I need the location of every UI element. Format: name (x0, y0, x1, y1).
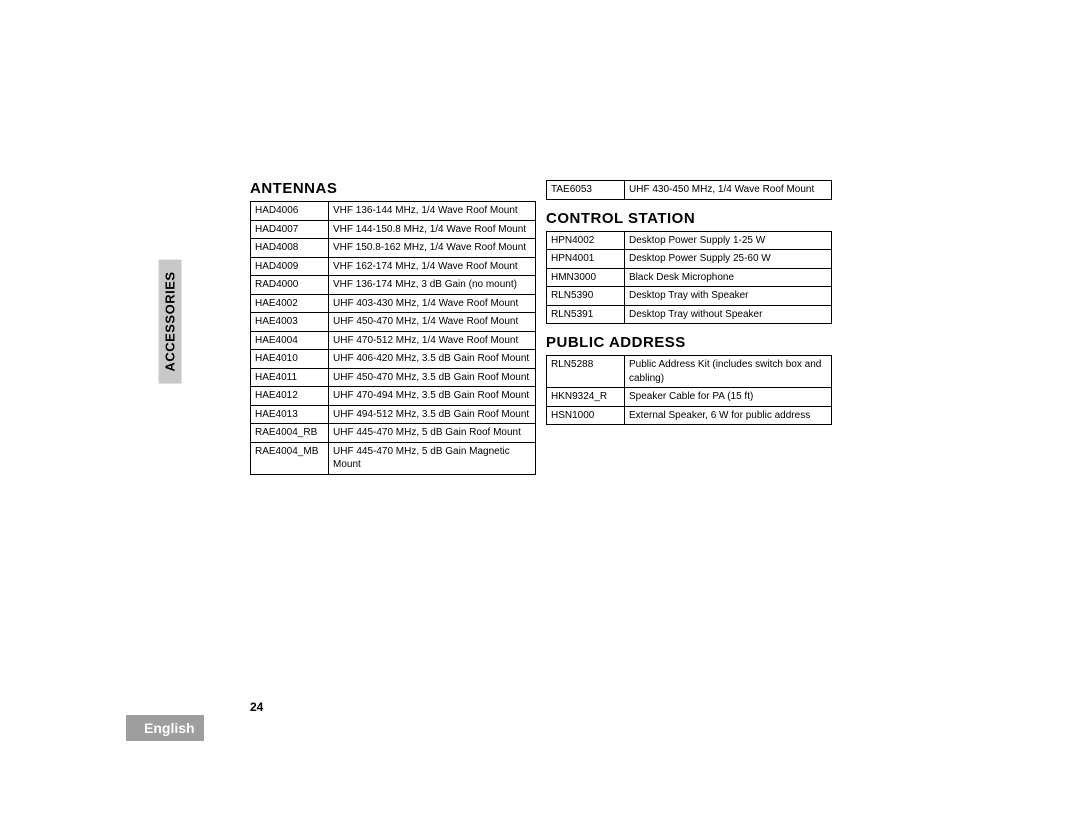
table-row: HKN9324_RSpeaker Cable for PA (15 ft) (547, 388, 832, 407)
table-row: RLN5288Public Address Kit (includes swit… (547, 356, 832, 388)
sidebar-tab-accessories: ACCESSORIES (159, 259, 182, 383)
table-row: HMN3000Black Desk Microphone (547, 268, 832, 287)
table-row: HPN4001Desktop Power Supply 25-60 W (547, 250, 832, 269)
table-row: HAD4009VHF 162-174 MHz, 1/4 Wave Roof Mo… (251, 257, 536, 276)
table-row: HAE4011UHF 450-470 MHz, 3.5 dB Gain Roof… (251, 368, 536, 387)
table-row: HAE4003UHF 450-470 MHz, 1/4 Wave Roof Mo… (251, 313, 536, 332)
section-title-public-address: PUBLIC ADDRESS (546, 334, 832, 351)
table-row: HAE4010UHF 406-420 MHz, 3.5 dB Gain Roof… (251, 350, 536, 369)
table-row: TAE6053UHF 430-450 MHz, 1/4 Wave Roof Mo… (547, 181, 832, 200)
table-row: HAD4008VHF 150.8-162 MHz, 1/4 Wave Roof … (251, 239, 536, 258)
column-left: ANTENNAS HAD4006VHF 136-144 MHz, 1/4 Wav… (250, 180, 536, 475)
table-row: HSN1000External Speaker, 6 W for public … (547, 406, 832, 425)
table-antennas: HAD4006VHF 136-144 MHz, 1/4 Wave Roof Mo… (250, 201, 536, 475)
page-number: 24 (250, 700, 263, 714)
table-control-station: HPN4002Desktop Power Supply 1-25 W HPN40… (546, 231, 832, 325)
language-tab: English (126, 715, 204, 741)
table-row: RAE4004_MBUHF 445-470 MHz, 5 dB Gain Mag… (251, 442, 536, 474)
table-row: RLN5391Desktop Tray without Speaker (547, 305, 832, 324)
table-row: HPN4002Desktop Power Supply 1-25 W (547, 231, 832, 250)
table-row: HAE4013UHF 494-512 MHz, 3.5 dB Gain Roof… (251, 405, 536, 424)
content-columns: ANTENNAS HAD4006VHF 136-144 MHz, 1/4 Wav… (250, 180, 832, 475)
table-row: RLN5390Desktop Tray with Speaker (547, 287, 832, 306)
table-row: HAE4002UHF 403-430 MHz, 1/4 Wave Roof Mo… (251, 294, 536, 313)
section-title-control-station: CONTROL STATION (546, 210, 832, 227)
table-antennas-continued: TAE6053UHF 430-450 MHz, 1/4 Wave Roof Mo… (546, 180, 832, 200)
table-row: HAE4012UHF 470-494 MHz, 3.5 dB Gain Roof… (251, 387, 536, 406)
section-title-antennas: ANTENNAS (250, 180, 536, 197)
table-row: HAE4004UHF 470-512 MHz, 1/4 Wave Roof Mo… (251, 331, 536, 350)
table-public-address: RLN5288Public Address Kit (includes swit… (546, 355, 832, 425)
table-row: HAD4006VHF 136-144 MHz, 1/4 Wave Roof Mo… (251, 202, 536, 221)
column-right: TAE6053UHF 430-450 MHz, 1/4 Wave Roof Mo… (546, 180, 832, 425)
table-row: RAE4004_RBUHF 445-470 MHz, 5 dB Gain Roo… (251, 424, 536, 443)
table-row: HAD4007VHF 144-150.8 MHz, 1/4 Wave Roof … (251, 220, 536, 239)
table-row: RAD4000VHF 136-174 MHz, 3 dB Gain (no mo… (251, 276, 536, 295)
